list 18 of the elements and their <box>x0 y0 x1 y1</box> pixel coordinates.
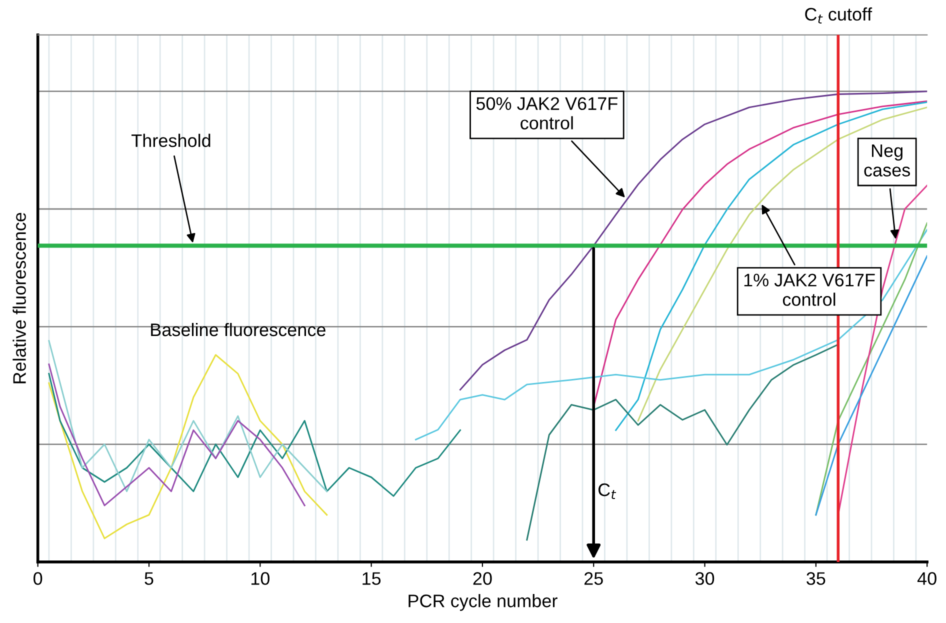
x-tick-label: 25 <box>584 572 603 585</box>
x-tick-label: 40 <box>917 572 936 585</box>
x-tick-label: 20 <box>473 572 492 585</box>
annotation: 1% JAK2 V617F control <box>744 274 875 306</box>
annotation: Baseline fluorescence <box>151 322 326 336</box>
x-tick-label: 35 <box>806 572 826 585</box>
ref-line-label: Threshold <box>131 134 210 148</box>
annotation: 50% JAK2 V617F control <box>476 97 618 130</box>
x-tick-label: 0 <box>34 572 42 585</box>
y-axis-title: Relative fluorescence <box>12 212 26 384</box>
ref-line-label: C$_{t}$ cutoff <box>805 7 872 24</box>
x-tick-label: 10 <box>251 572 270 585</box>
x-tick-label: 30 <box>695 572 714 585</box>
x-tick-label: 5 <box>144 572 154 585</box>
annotation: C$_{t}$ <box>598 483 616 499</box>
annotation: Neg cases <box>864 144 910 177</box>
x-axis-title: PCR cycle number <box>408 594 558 611</box>
x-tick-label: 15 <box>362 572 381 585</box>
